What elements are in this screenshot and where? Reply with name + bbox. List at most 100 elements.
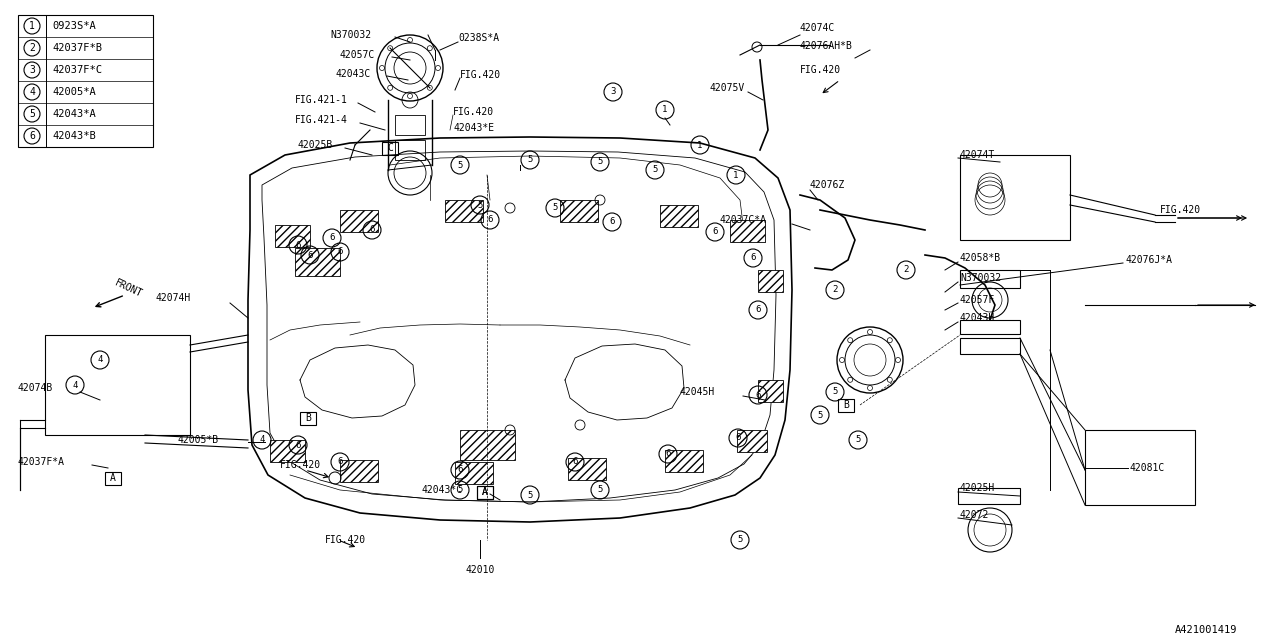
Text: 42005*A: 42005*A xyxy=(52,87,96,97)
Text: 5: 5 xyxy=(457,161,462,170)
Text: FIG.420: FIG.420 xyxy=(800,65,841,75)
Text: 42037C*A: 42037C*A xyxy=(719,215,767,225)
Text: FIG.420: FIG.420 xyxy=(280,460,321,470)
FancyBboxPatch shape xyxy=(666,450,703,472)
Text: 2: 2 xyxy=(29,43,35,53)
Text: 42025H: 42025H xyxy=(960,483,996,493)
FancyBboxPatch shape xyxy=(454,462,493,484)
Text: 4: 4 xyxy=(97,355,102,365)
FancyBboxPatch shape xyxy=(270,440,305,462)
Text: B: B xyxy=(844,400,849,410)
FancyBboxPatch shape xyxy=(660,205,698,227)
Text: 6: 6 xyxy=(370,225,375,234)
Text: 42037F*B: 42037F*B xyxy=(52,43,102,53)
Text: 5: 5 xyxy=(818,410,823,419)
Text: 42076AH*B: 42076AH*B xyxy=(800,41,852,51)
Text: 4: 4 xyxy=(72,381,78,390)
Text: 42057F: 42057F xyxy=(960,295,996,305)
Text: 5: 5 xyxy=(832,387,837,397)
Text: 42075V: 42075V xyxy=(710,83,745,93)
FancyBboxPatch shape xyxy=(758,270,783,292)
Text: 42043*C: 42043*C xyxy=(422,485,463,495)
Text: 0238S*A: 0238S*A xyxy=(458,33,499,43)
Text: 42074T: 42074T xyxy=(960,150,996,160)
Text: 42005*B: 42005*B xyxy=(178,435,219,445)
Text: 5: 5 xyxy=(527,490,532,499)
FancyBboxPatch shape xyxy=(737,430,767,452)
Text: 5: 5 xyxy=(737,536,742,545)
FancyBboxPatch shape xyxy=(340,460,378,482)
Text: 6: 6 xyxy=(296,440,301,449)
Text: 5: 5 xyxy=(477,200,483,209)
Text: 6: 6 xyxy=(609,218,614,227)
Text: 42043*A: 42043*A xyxy=(52,109,96,119)
Text: A421001419: A421001419 xyxy=(1175,625,1238,635)
Text: 42037F*A: 42037F*A xyxy=(18,457,65,467)
Text: 3: 3 xyxy=(29,65,35,75)
Text: 42045H: 42045H xyxy=(680,387,716,397)
Text: FIG.420: FIG.420 xyxy=(325,535,366,545)
Text: 42076J*A: 42076J*A xyxy=(1125,255,1172,265)
Text: 42037F*C: 42037F*C xyxy=(52,65,102,75)
Text: 6: 6 xyxy=(755,390,760,399)
Text: 5: 5 xyxy=(552,204,558,212)
Text: FIG.420: FIG.420 xyxy=(453,107,494,117)
Text: 2: 2 xyxy=(904,266,909,275)
FancyBboxPatch shape xyxy=(445,200,483,222)
Text: 6: 6 xyxy=(29,131,35,141)
Text: 6: 6 xyxy=(488,216,493,225)
Text: 42074H: 42074H xyxy=(155,293,191,303)
Text: FIG.420: FIG.420 xyxy=(460,70,502,80)
Text: 6: 6 xyxy=(735,433,741,442)
Text: 42072: 42072 xyxy=(960,510,989,520)
Text: 6: 6 xyxy=(338,248,343,257)
Text: A: A xyxy=(110,473,116,483)
Text: 42074B: 42074B xyxy=(18,383,54,393)
Text: 1: 1 xyxy=(698,141,703,150)
Text: 4: 4 xyxy=(260,435,265,445)
Text: 42057C: 42057C xyxy=(340,50,375,60)
Text: 5: 5 xyxy=(598,157,603,166)
Text: 1: 1 xyxy=(29,21,35,31)
Text: 6: 6 xyxy=(329,234,334,243)
Text: A: A xyxy=(483,487,488,497)
Text: 5: 5 xyxy=(855,435,860,445)
Text: FIG.420: FIG.420 xyxy=(1160,205,1201,215)
Text: 6: 6 xyxy=(457,465,462,474)
Text: 42043*E: 42043*E xyxy=(453,123,494,133)
Text: 6: 6 xyxy=(307,250,312,259)
FancyBboxPatch shape xyxy=(561,200,598,222)
Text: 1: 1 xyxy=(733,170,739,179)
Text: 42010: 42010 xyxy=(466,565,494,575)
Text: FIG.421-1: FIG.421-1 xyxy=(294,95,348,105)
Text: FRONT: FRONT xyxy=(113,278,143,299)
Text: 6: 6 xyxy=(750,253,755,262)
FancyBboxPatch shape xyxy=(294,248,340,276)
FancyBboxPatch shape xyxy=(568,458,605,480)
Text: 6: 6 xyxy=(338,458,343,467)
FancyBboxPatch shape xyxy=(340,210,378,232)
Text: 1: 1 xyxy=(662,106,668,115)
Text: 6: 6 xyxy=(666,449,671,458)
Text: 42043*B: 42043*B xyxy=(52,131,96,141)
Text: 42043H: 42043H xyxy=(960,313,996,323)
Text: 5: 5 xyxy=(457,486,462,495)
FancyBboxPatch shape xyxy=(758,380,783,402)
Text: 5: 5 xyxy=(29,109,35,119)
Text: 42043C: 42043C xyxy=(335,69,370,79)
Text: 42081C: 42081C xyxy=(1130,463,1165,473)
Text: 0923S*A: 0923S*A xyxy=(52,21,96,31)
Text: N370032: N370032 xyxy=(330,30,371,40)
Text: 5: 5 xyxy=(653,166,658,175)
Text: 6: 6 xyxy=(755,305,760,314)
Text: 42074C: 42074C xyxy=(800,23,836,33)
Text: 42058*B: 42058*B xyxy=(960,253,1001,263)
FancyBboxPatch shape xyxy=(460,430,515,460)
Text: A: A xyxy=(483,487,488,497)
Text: N370032: N370032 xyxy=(960,273,1001,283)
Text: 42076Z: 42076Z xyxy=(810,180,845,190)
Text: 4: 4 xyxy=(29,87,35,97)
Text: 6: 6 xyxy=(572,458,577,467)
Text: 42025B: 42025B xyxy=(298,140,333,150)
Text: FIG.421-4: FIG.421-4 xyxy=(294,115,348,125)
